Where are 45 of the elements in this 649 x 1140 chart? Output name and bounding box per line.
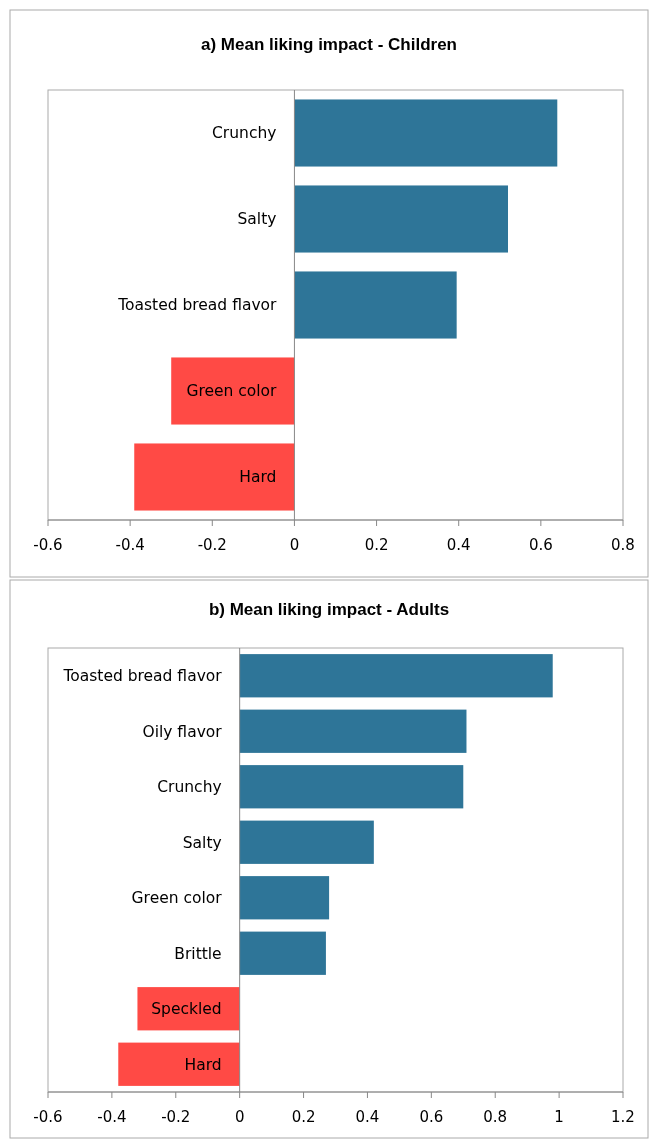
y-tick-label: Brittle bbox=[174, 944, 222, 963]
bar bbox=[239, 820, 374, 864]
y-tick-label: Toasted bread flavor bbox=[117, 296, 278, 315]
x-tick-label: 0.4 bbox=[446, 536, 471, 554]
x-tick-label: 0.6 bbox=[419, 1108, 444, 1126]
bar bbox=[239, 709, 467, 753]
y-tick-label: Speckled bbox=[151, 1000, 222, 1019]
y-tick-label: Hard bbox=[239, 468, 277, 487]
x-tick-label: 0 bbox=[234, 1108, 245, 1126]
bar bbox=[171, 357, 295, 425]
y-tick-label: Crunchy bbox=[157, 778, 222, 797]
chart-title: b) Mean liking impact - Adults bbox=[208, 600, 450, 619]
x-tick-label: -0.6 bbox=[33, 1108, 63, 1126]
x-tick-label: 0 bbox=[289, 536, 300, 554]
y-tick-label: Green color bbox=[131, 889, 223, 908]
y-tick-label: Salty bbox=[237, 210, 277, 229]
x-tick-label: 0.8 bbox=[611, 536, 635, 554]
bar bbox=[294, 271, 457, 339]
bar bbox=[239, 654, 553, 698]
bar bbox=[239, 931, 326, 975]
x-tick-label: 1 bbox=[554, 1108, 564, 1126]
bar bbox=[118, 1042, 240, 1086]
y-tick-label: Salty bbox=[182, 833, 222, 852]
bar bbox=[294, 99, 558, 167]
x-tick-label: 0.8 bbox=[483, 1108, 508, 1126]
bar bbox=[239, 876, 330, 920]
x-tick-label: -0.2 bbox=[161, 1108, 191, 1126]
x-tick-label: -0.4 bbox=[115, 536, 145, 554]
x-tick-label: -0.2 bbox=[197, 536, 227, 554]
bar bbox=[134, 443, 295, 511]
y-tick-label: Oily flavor bbox=[142, 722, 223, 741]
bar bbox=[294, 185, 508, 253]
x-tick-label: 0.6 bbox=[528, 536, 553, 554]
bar bbox=[239, 765, 464, 809]
x-tick-label: 0.4 bbox=[355, 1108, 380, 1126]
y-tick-label: Crunchy bbox=[212, 124, 277, 143]
x-tick-label: 1.2 bbox=[611, 1108, 635, 1126]
y-tick-label: Toasted bread flavor bbox=[62, 667, 223, 686]
x-tick-label: -0.6 bbox=[33, 536, 63, 554]
x-tick-label: -0.4 bbox=[97, 1108, 127, 1126]
x-tick-label: 0.2 bbox=[291, 1108, 316, 1126]
y-tick-label: Hard bbox=[184, 1055, 222, 1074]
x-tick-label: 0.2 bbox=[364, 536, 389, 554]
chart-title: a) Mean liking impact - Children bbox=[201, 35, 457, 54]
y-tick-label: Green color bbox=[186, 382, 278, 401]
